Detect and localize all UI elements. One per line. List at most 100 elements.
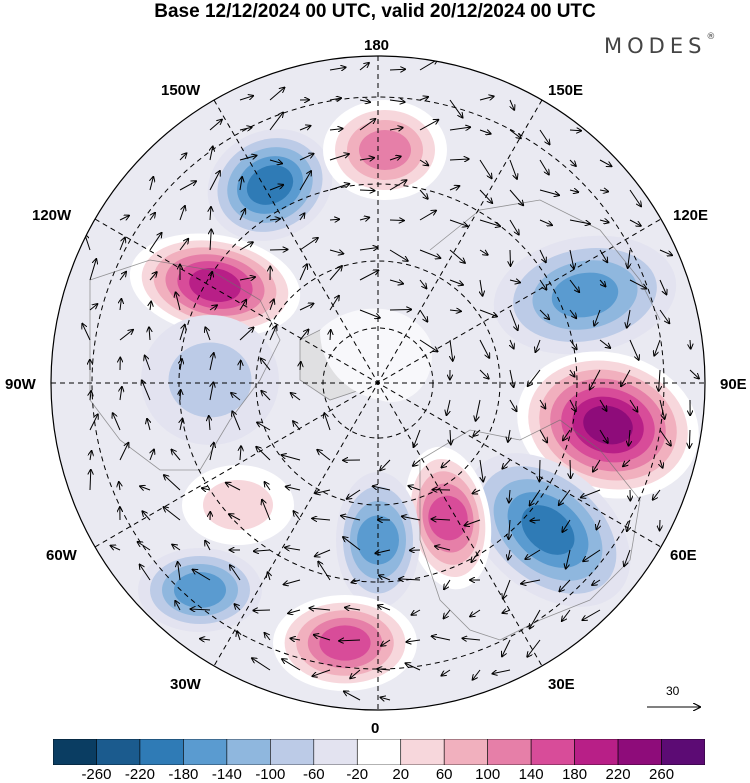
wind-arrow [539, 279, 546, 290]
wind-arrow [563, 429, 571, 440]
wind-arrow [359, 63, 369, 71]
wind-arrow [623, 459, 631, 466]
wind-arrow [82, 324, 91, 341]
wind-arrow [419, 120, 438, 131]
wind-arrow [256, 447, 271, 461]
wind-arrow [359, 218, 369, 220]
wind-arrow [209, 171, 220, 191]
wind-arrow [402, 516, 421, 521]
wind-arrow [113, 413, 121, 431]
wind-arrow [509, 129, 521, 138]
wind-arrow [503, 579, 511, 598]
wind-arrow [539, 159, 549, 174]
wind-arrow [300, 213, 304, 221]
wind-arrow [432, 636, 451, 641]
wind-arrow [261, 391, 271, 401]
wind-arrow [599, 190, 608, 192]
wind-arrow [380, 459, 391, 470]
colorbar-segment [270, 739, 315, 765]
wind-arrow [509, 189, 523, 205]
colorbar-tick-label: -100 [255, 766, 286, 783]
wind-arrow [381, 639, 391, 646]
arctic-land [320, 308, 432, 402]
wind-arrow [119, 330, 133, 341]
wind-arrow [592, 579, 601, 585]
wind-arrow [389, 249, 408, 261]
wind-arrow [269, 326, 276, 341]
wind-arrow [599, 399, 607, 411]
wind-arrow [254, 550, 271, 551]
wind-arrow [690, 339, 691, 349]
wind-arrow [449, 127, 470, 130]
wind-arrow [209, 443, 214, 461]
colorbar-segment [574, 739, 619, 765]
wind-arrow [350, 669, 361, 678]
wind-arrow [629, 219, 641, 226]
wind-arrow [629, 429, 630, 446]
wind-arrow [261, 358, 271, 371]
lon-label-120w: 120W [32, 207, 72, 224]
wind-arrow [444, 609, 451, 618]
wind-arrow [89, 304, 97, 311]
colorbar-segment [183, 739, 228, 765]
wind-arrow [209, 353, 214, 371]
wind-arrow [559, 489, 571, 505]
wind-arrow [654, 339, 661, 356]
wind-arrow [510, 249, 511, 266]
wind-arrow [473, 669, 481, 680]
wind-arrow [449, 99, 463, 118]
wind-arrow [480, 459, 483, 481]
wind-arrow [119, 238, 125, 251]
wind-arrow [582, 609, 601, 620]
wind-arrow [659, 309, 669, 323]
negative-anomaly-center [141, 315, 279, 445]
wind-arrow [470, 609, 481, 617]
wind-arrow [111, 546, 121, 550]
wind-arrow [479, 130, 491, 134]
colorbar-segment [530, 739, 575, 765]
wind-arrow [389, 309, 411, 310]
wind-arrow [315, 490, 331, 493]
colorbar-tick-label: 20 [392, 766, 410, 783]
wind-arrow [594, 309, 601, 326]
wind-arrow [265, 633, 271, 641]
wind-arrow [569, 309, 576, 318]
wind-arrow [179, 325, 185, 341]
wind-arrow [479, 159, 492, 178]
wind-arrow [359, 190, 375, 191]
wind-arrow [359, 158, 374, 160]
wind-arrow [359, 309, 380, 318]
wind-arrow [510, 99, 514, 110]
wind-arrow [569, 279, 579, 292]
wind-arrow [569, 130, 581, 131]
wind-arrow [179, 181, 196, 191]
wind-arrow [419, 97, 428, 100]
negative-anomaly-center [336, 472, 420, 608]
wind-arrow [239, 242, 253, 251]
wind-arrow [150, 450, 154, 461]
wind-arrow [89, 414, 98, 431]
wind-arrow [359, 270, 378, 281]
wind-arrow [239, 127, 252, 130]
wind-arrow [150, 177, 153, 191]
anomaly-contour [168, 342, 252, 418]
wind-arrow [659, 249, 672, 255]
wind-arrow [312, 518, 331, 520]
wind-arrow [210, 382, 213, 401]
wind-vectors [82, 60, 699, 700]
wind-arrow [599, 249, 607, 262]
negative-anomaly-center [138, 548, 262, 632]
wind-arrow [359, 248, 378, 250]
wind-arrow [282, 455, 301, 461]
anomaly-contour [319, 625, 371, 661]
wind-arrow [269, 219, 280, 220]
wind-arrow [180, 359, 182, 371]
wind-arrow [149, 233, 162, 251]
wind-arrow [449, 186, 459, 190]
wind-arrow [288, 610, 301, 613]
wind-arrow [345, 607, 361, 610]
wind-arrow [581, 489, 601, 497]
wind-arrow [380, 697, 391, 700]
anomaly-contour [203, 480, 273, 530]
wind-arrow [447, 399, 450, 415]
